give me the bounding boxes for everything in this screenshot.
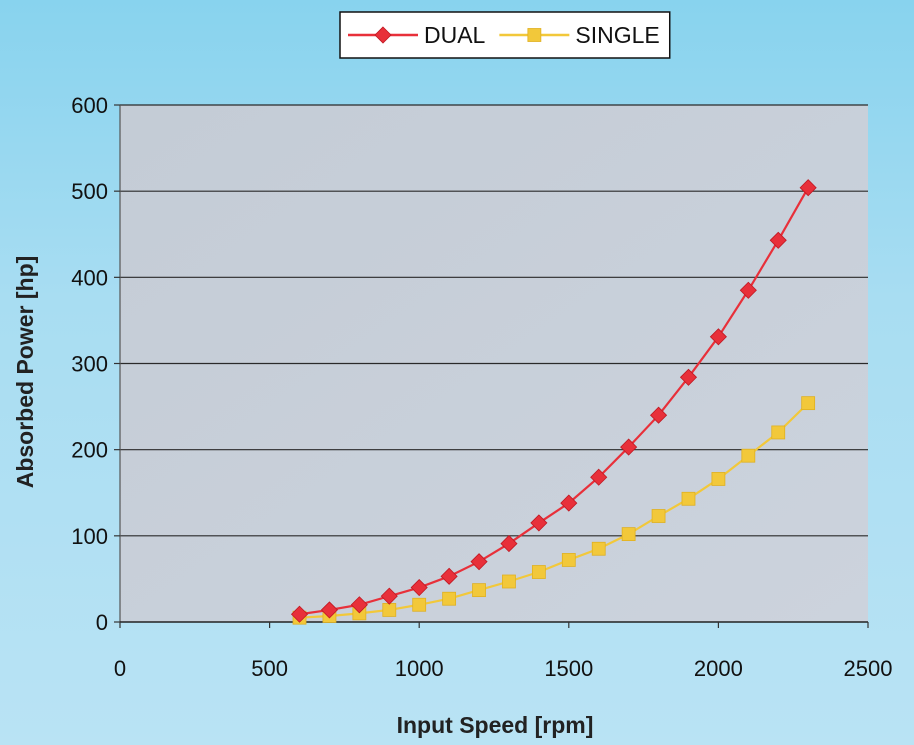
data-point-single (711, 472, 726, 486)
data-point-single (472, 583, 486, 598)
data-point-single (771, 425, 786, 440)
data-point-dual (530, 514, 548, 532)
legend-item-single: SINGLE (499, 22, 660, 48)
legend-marker-single (527, 28, 542, 42)
data-point-dual (769, 231, 787, 249)
data-point-dual (440, 567, 458, 585)
data-point-single (502, 574, 516, 589)
x-tick-label: 0 (114, 656, 126, 681)
data-point-single (412, 597, 427, 612)
data-point-dual (470, 553, 488, 571)
data-point-single (531, 565, 546, 579)
y-tick-label: 400 (71, 265, 108, 290)
x-tick-label: 2500 (844, 656, 893, 681)
data-point-dual (590, 468, 608, 486)
y-tick-label: 600 (71, 93, 108, 118)
y-tick-label: 500 (71, 179, 108, 204)
data-point-dual (320, 601, 339, 619)
y-tick-label: 300 (71, 352, 108, 377)
data-point-single (801, 396, 816, 411)
legend-marker-dual (374, 26, 392, 44)
x-axis-label: Input Speed [rpm] (397, 712, 594, 738)
legend-label-single: SINGLE (575, 22, 659, 48)
data-point-single (561, 553, 576, 567)
data-point-dual (709, 328, 727, 346)
y-tick-label: 100 (71, 524, 108, 549)
data-point-dual (380, 587, 398, 605)
series-dual (290, 179, 817, 623)
data-point-single (591, 541, 606, 556)
data-point-dual (500, 535, 518, 553)
data-point-dual (410, 578, 428, 597)
x-tick-label: 500 (251, 656, 288, 681)
data-point-single (442, 591, 457, 606)
data-point-dual (679, 368, 698, 386)
legend-label-dual: DUAL (424, 22, 486, 48)
data-point-single (651, 509, 666, 523)
data-point-single (382, 603, 397, 617)
data-point-dual (649, 406, 668, 424)
data-point-single (681, 491, 696, 506)
y-tick-label: 0 (96, 610, 108, 635)
data-point-dual (739, 281, 757, 299)
x-tick-label: 1000 (395, 656, 444, 681)
data-point-dual (799, 179, 817, 197)
data-point-dual (620, 438, 638, 456)
x-tick-label: 1500 (544, 656, 593, 681)
data-point-single (621, 527, 636, 542)
y-axis-label: Absorbed Power [hp] (12, 256, 38, 489)
y-tick-label: 200 (71, 438, 108, 463)
legend-item-dual: DUAL (348, 22, 486, 48)
data-point-dual (560, 494, 578, 512)
data-point-dual (350, 596, 368, 614)
data-point-dual (290, 605, 309, 623)
x-tick-label: 2000 (694, 656, 743, 681)
data-point-single (741, 448, 756, 463)
